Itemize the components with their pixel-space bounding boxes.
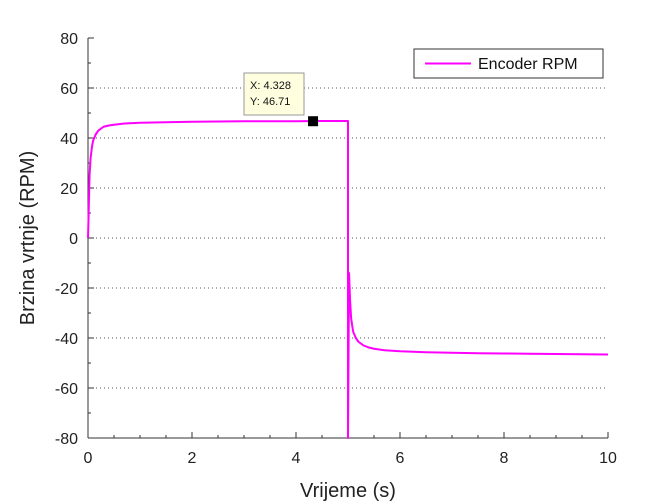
y-tick-label: -60 xyxy=(55,381,78,398)
datatip-box xyxy=(243,72,305,116)
datatip-y-label: Y: 46.71 xyxy=(250,96,290,108)
x-tick-label: 10 xyxy=(599,450,617,467)
y-tick-label: 0 xyxy=(69,231,78,248)
series-group xyxy=(87,120,609,439)
y-tick-label: -20 xyxy=(55,281,78,298)
tick-labels: 80 60 40 20 0 -20 -40 -60 -80 0 2 4 6 8 10 xyxy=(55,31,617,467)
x-tick-label: 0 xyxy=(84,450,93,467)
y-tick-label: -80 xyxy=(55,431,78,448)
x-axis-title: Vrijeme (s) xyxy=(300,480,396,502)
y-tick-label: 80 xyxy=(60,31,78,48)
y-tick-label: 20 xyxy=(60,181,78,198)
x-tick-label: 6 xyxy=(396,450,405,467)
x-tick-label: 4 xyxy=(292,450,301,467)
datatip-marker[interactable] xyxy=(308,116,319,127)
series-line-encoder-rpm xyxy=(87,120,609,439)
y-axis-title: Brzina vrtnje (RPM) xyxy=(17,151,39,325)
datatip[interactable]: X: 4.328 Y: 46.71 xyxy=(243,72,319,127)
datatip-x-label: X: 4.328 xyxy=(250,80,291,92)
y-tick-label: 40 xyxy=(60,131,78,148)
x-tick-label: 2 xyxy=(188,450,197,467)
legend: Encoder RPM xyxy=(413,48,604,79)
legend-label: Encoder RPM xyxy=(478,56,578,73)
y-tick-label: 60 xyxy=(60,81,78,98)
x-tick-label: 8 xyxy=(500,450,509,467)
y-tick-label: -40 xyxy=(55,331,78,348)
